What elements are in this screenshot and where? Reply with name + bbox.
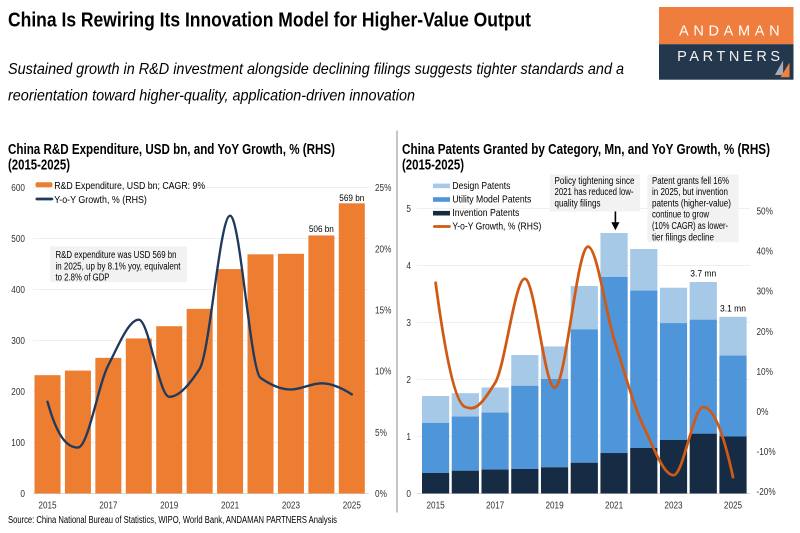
svg-text:Y-o-Y Growth, % (RHS): Y-o-Y Growth, % (RHS) — [54, 195, 147, 206]
svg-text:(2015-2025): (2015-2025) — [8, 158, 70, 174]
svg-text:3.1 mn: 3.1 mn — [720, 304, 746, 315]
svg-text:400: 400 — [11, 285, 25, 296]
svg-text:continue to grow: continue to grow — [652, 210, 710, 221]
svg-text:2021: 2021 — [605, 501, 624, 512]
svg-text:2019: 2019 — [545, 501, 564, 512]
svg-text:2017: 2017 — [486, 501, 505, 512]
svg-text:(10% CAGR) as lower-: (10% CAGR) as lower- — [652, 221, 728, 232]
svg-text:2015: 2015 — [38, 501, 57, 512]
svg-text:China Is Rewiring Its Innovati: China Is Rewiring Its Innovation Model f… — [8, 9, 531, 31]
svg-text:China R&D Expenditure, USD bn,: China R&D Expenditure, USD bn, and YoY G… — [8, 142, 335, 158]
svg-text:0: 0 — [406, 489, 411, 500]
svg-text:506 bn: 506 bn — [309, 224, 334, 235]
svg-text:2021: 2021 — [221, 501, 240, 512]
svg-text:15%: 15% — [375, 306, 391, 317]
svg-text:R&D expenditure was USD 569 bn: R&D expenditure was USD 569 bn — [56, 250, 177, 261]
svg-text:Patent grants fell 16%: Patent grants fell 16% — [652, 176, 729, 187]
svg-text:2023: 2023 — [664, 501, 683, 512]
svg-text:0%: 0% — [757, 407, 769, 418]
svg-text:Design Patents: Design Patents — [452, 181, 510, 192]
svg-text:R&D Expenditure, USD bn; CAGR:: R&D Expenditure, USD bn; CAGR: 9% — [54, 181, 205, 192]
svg-text:2015: 2015 — [427, 501, 446, 512]
svg-text:4: 4 — [406, 261, 411, 272]
svg-text:10%: 10% — [757, 367, 773, 378]
svg-text:quality filings: quality filings — [555, 198, 601, 209]
svg-text:0: 0 — [20, 489, 25, 500]
svg-text:25%: 25% — [375, 183, 391, 194]
svg-text:PARTNERS: PARTNERS — [677, 49, 780, 65]
svg-text:in 2025, but invention: in 2025, but invention — [652, 187, 728, 198]
svg-text:20%: 20% — [757, 327, 773, 338]
svg-text:-10%: -10% — [757, 447, 776, 458]
svg-text:in 2025, up by 8.1% yoy, equiv: in 2025, up by 8.1% yoy, equivalent — [56, 261, 181, 272]
svg-text:10%: 10% — [375, 367, 391, 378]
svg-text:569 bn: 569 bn — [339, 193, 364, 204]
svg-text:2: 2 — [406, 375, 411, 386]
svg-text:Source: China National Bureau: Source: China National Bureau of Statist… — [8, 515, 337, 526]
svg-text:100: 100 — [11, 438, 25, 449]
svg-text:30%: 30% — [757, 287, 773, 298]
svg-text:200: 200 — [11, 387, 25, 398]
svg-text:(2015-2025): (2015-2025) — [402, 158, 464, 174]
svg-text:5%: 5% — [375, 428, 387, 439]
svg-text:2025: 2025 — [343, 501, 362, 512]
svg-text:3: 3 — [406, 318, 411, 329]
svg-text:Policy tightening since: Policy tightening since — [555, 176, 635, 187]
svg-text:tier filings decline: tier filings decline — [652, 232, 714, 243]
svg-text:China Patents Granted by Categ: China Patents Granted by Category, Mn, a… — [402, 142, 770, 158]
svg-text:to 2.8% of GDP: to 2.8% of GDP — [56, 273, 110, 284]
svg-text:2025: 2025 — [724, 501, 743, 512]
svg-text:Sustained growth in R&D invest: Sustained growth in R&D investment along… — [8, 61, 624, 78]
svg-text:50%: 50% — [757, 207, 773, 218]
svg-text:600: 600 — [11, 183, 25, 194]
svg-text:40%: 40% — [757, 247, 773, 258]
svg-text:300: 300 — [11, 336, 25, 347]
svg-text:patents (higher-value): patents (higher-value) — [652, 198, 731, 209]
svg-text:1: 1 — [406, 432, 411, 443]
svg-text:2019: 2019 — [160, 501, 179, 512]
svg-text:20%: 20% — [375, 244, 391, 255]
svg-text:3.7 mn: 3.7 mn — [690, 269, 716, 280]
svg-text:2021 has reduced low-: 2021 has reduced low- — [555, 187, 634, 198]
svg-text:-20%: -20% — [757, 487, 776, 498]
svg-text:Invention Patents: Invention Patents — [452, 208, 519, 219]
svg-text:Y-o-Y Growth, % (RHS): Y-o-Y Growth, % (RHS) — [452, 222, 541, 233]
svg-text:2017: 2017 — [99, 501, 118, 512]
svg-text:2023: 2023 — [282, 501, 301, 512]
svg-text:500: 500 — [11, 234, 25, 245]
svg-text:5: 5 — [406, 204, 411, 215]
svg-text:0%: 0% — [375, 489, 387, 500]
svg-text:Utility Model Patents: Utility Model Patents — [452, 195, 531, 206]
svg-text:reorientation toward higher-qu: reorientation toward higher-quality, app… — [8, 87, 415, 104]
